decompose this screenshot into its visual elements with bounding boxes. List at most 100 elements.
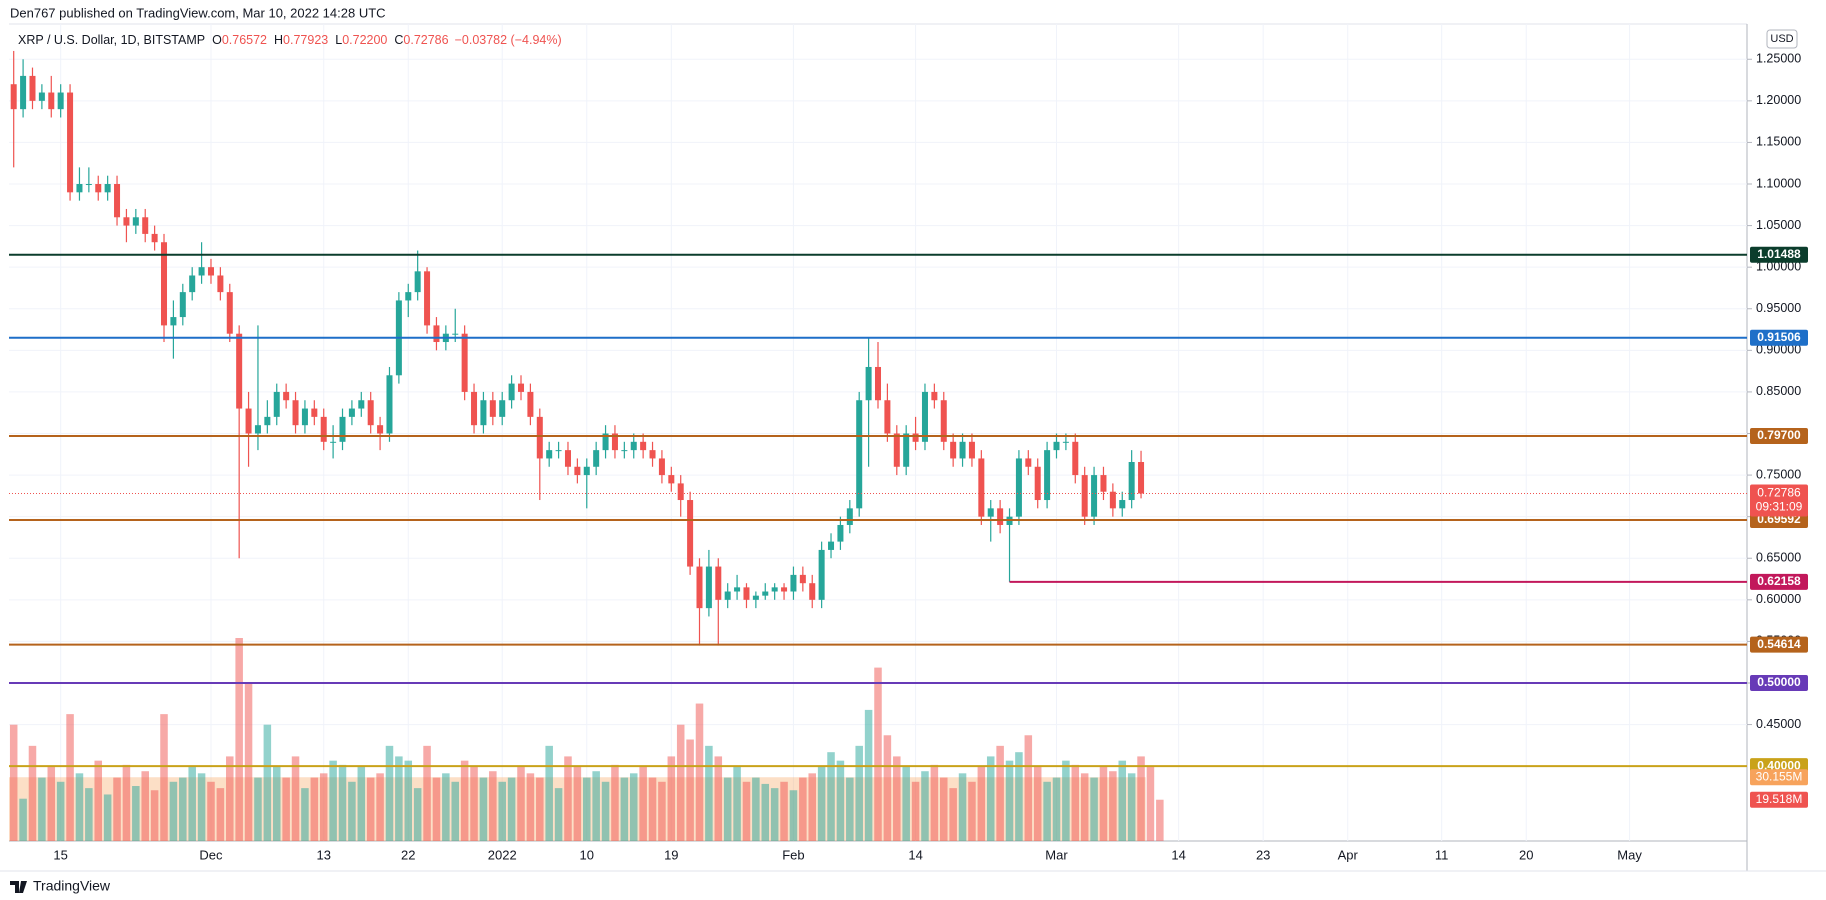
legend-key: C: [394, 33, 403, 47]
volume-bar: [789, 790, 798, 841]
volume-bar: [902, 766, 910, 841]
volume-bar: [658, 781, 666, 841]
volume-bar: [761, 783, 770, 841]
candle-body: [377, 425, 384, 434]
volume-bar: [536, 777, 544, 841]
level-label-box: [1750, 427, 1808, 444]
candle-body: [170, 317, 177, 326]
volume-bar: [197, 773, 206, 841]
candle-body: [724, 591, 731, 600]
candle-body: [527, 391, 534, 417]
volume-bar: [1099, 766, 1108, 841]
candle-body: [189, 275, 196, 293]
candle-body: [330, 441, 337, 443]
legend-key: L: [335, 33, 342, 47]
candle-body: [1062, 441, 1069, 443]
volume-bar: [56, 781, 65, 841]
volume-bar: [188, 766, 196, 841]
candle-body: [658, 458, 665, 476]
volume-bar: [179, 777, 187, 841]
volume-bar: [338, 764, 347, 841]
candle-body: [1091, 475, 1098, 517]
volume-bar: [742, 781, 751, 841]
volume-bar: [479, 777, 488, 841]
currency-box: [1766, 29, 1798, 49]
candle-body: [339, 416, 346, 442]
volume-bar: [366, 777, 375, 841]
candle-body: [1081, 475, 1088, 517]
legend-value: 0.77923: [283, 33, 328, 47]
y-tick-label: 0.95000: [1756, 301, 1801, 315]
candle-body: [921, 391, 928, 442]
volume-bar: [770, 788, 779, 841]
candle-body: [893, 433, 900, 467]
volume-bar: [1118, 760, 1127, 841]
candle-body: [414, 271, 421, 293]
volume-bar: [470, 766, 478, 841]
x-tick-label: 10: [580, 847, 594, 862]
volume-bar: [705, 745, 713, 841]
volume-bar: [564, 756, 572, 841]
candle-body: [649, 450, 656, 459]
candle-body: [254, 425, 261, 434]
candle-body: [311, 408, 318, 417]
volume-label-box: [1750, 791, 1808, 808]
volume-bar: [1033, 766, 1042, 841]
candle-body: [95, 184, 102, 193]
candle-body: [161, 242, 168, 326]
volume-bar: [733, 766, 741, 841]
volume-bar: [329, 760, 337, 841]
volume-bar: [460, 760, 469, 841]
volume-bar: [592, 771, 600, 841]
volume-bar: [1156, 799, 1164, 841]
volume-bar: [1052, 777, 1061, 841]
candle-body: [517, 383, 525, 392]
y-tick-label: 0.60000: [1756, 592, 1801, 606]
candle-body: [76, 184, 83, 193]
volume-label: 30.155M: [1756, 769, 1803, 783]
volume-bar: [376, 773, 384, 841]
volume-bar: [103, 794, 112, 841]
candle-body: [1053, 441, 1060, 451]
candle-body: [1072, 441, 1079, 476]
candle-body: [499, 400, 506, 417]
candle-body: [217, 275, 224, 293]
candle-body: [743, 587, 750, 600]
candle-body: [602, 433, 609, 451]
volume-bar: [113, 777, 121, 841]
volume-bar: [66, 714, 74, 841]
volume-bar: [216, 788, 225, 841]
candle-body: [1109, 491, 1116, 509]
candle-body: [20, 75, 27, 110]
legend-value: 0.72200: [342, 33, 387, 47]
candle-body: [386, 375, 393, 434]
level-label: 0.62158: [1757, 574, 1801, 588]
candle-body: [564, 450, 571, 467]
candle-body: [903, 433, 910, 467]
x-tick-label: 13: [316, 847, 330, 862]
volume-bar: [1071, 764, 1080, 841]
volume-bar: [676, 724, 685, 841]
candle-body: [828, 541, 835, 550]
candle-body: [846, 508, 853, 525]
volume-bar: [291, 756, 300, 841]
legend-key: O: [212, 33, 222, 47]
countdown: 09:31:09: [1756, 500, 1803, 514]
volume-bar: [629, 773, 638, 841]
y-tick-label: 1.15000: [1756, 135, 1801, 149]
y-tick-label: 1.25000: [1756, 52, 1801, 66]
candle-body: [1128, 462, 1135, 501]
level-label-box: [1750, 246, 1808, 263]
candle-body: [621, 450, 628, 452]
volume-bar: [517, 766, 525, 841]
candle-body: [1044, 450, 1051, 501]
volume-bar: [254, 777, 262, 841]
volume-bar: [395, 756, 403, 841]
candle-body: [781, 587, 788, 592]
candle-body: [236, 333, 243, 409]
candle-body: [320, 416, 327, 442]
candle-body: [705, 566, 712, 609]
candle-body: [874, 366, 882, 401]
volume-bar: [357, 766, 366, 841]
volume-bar: [827, 752, 835, 841]
